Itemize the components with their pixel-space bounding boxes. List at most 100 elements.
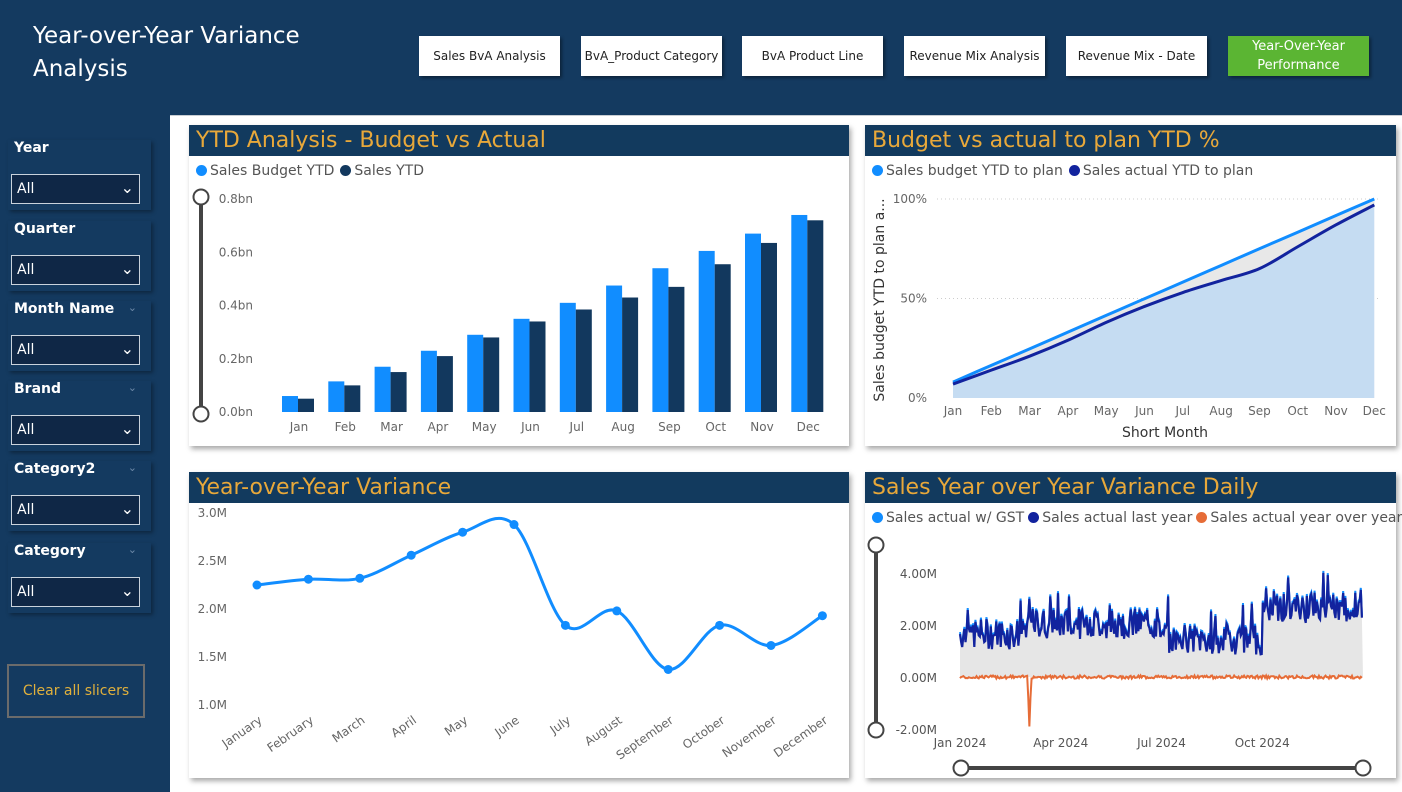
y-tick-label: 2.5M: [198, 554, 227, 568]
chevron-down-icon[interactable]: ⌄: [127, 381, 137, 394]
x-tick-label: Apr 2024: [1033, 736, 1088, 750]
bar-budget[interactable]: [513, 318, 530, 412]
data-point[interactable]: [458, 527, 468, 537]
data-point[interactable]: [715, 620, 725, 630]
data-point[interactable]: [252, 580, 262, 590]
x-tick-label: September: [614, 713, 676, 763]
x-tick-label: Mar: [380, 420, 403, 434]
bar-budget[interactable]: [652, 268, 669, 412]
bar-budget[interactable]: [374, 366, 391, 412]
chevron-down-icon[interactable]: ⌄: [127, 461, 137, 474]
bar-actual[interactable]: [622, 297, 639, 412]
slicer-dropdown[interactable]: All ⌄: [11, 335, 140, 365]
yoy-variance-line: [959, 673, 1363, 727]
x-tick-label: December: [771, 713, 830, 760]
data-point[interactable]: [303, 574, 313, 584]
x-tick-label: June: [491, 713, 521, 740]
budget-line: [952, 197, 1375, 384]
legend-item[interactable]: Sales budget YTD to plan: [872, 163, 1063, 179]
bar-budget[interactable]: [745, 233, 761, 412]
bar-actual[interactable]: [436, 356, 453, 412]
legend-item[interactable]: Sales YTD: [340, 163, 424, 179]
nav-bva-product-line-button[interactable]: BvA Product Line: [742, 36, 883, 76]
y-tick-label: 2.0M: [198, 602, 227, 616]
nav-revenue-mix-date-button[interactable]: Revenue Mix - Date: [1066, 36, 1207, 76]
x-tick-label: Oct 2024: [1235, 736, 1290, 750]
legend-dot-icon: [1028, 512, 1040, 523]
legend-item[interactable]: Sales actual w/ GST: [872, 510, 1024, 526]
y-tick-label: 100%: [893, 192, 927, 206]
data-point[interactable]: [817, 611, 827, 621]
data-point[interactable]: [663, 664, 673, 674]
bar-actual[interactable]: [390, 372, 407, 412]
slicer-value: All: [17, 584, 35, 600]
legend-item[interactable]: Sales actual year over year var: [1196, 510, 1402, 526]
legend-item[interactable]: Sales actual last year: [1028, 510, 1192, 526]
data-point[interactable]: [509, 520, 519, 530]
nav-yoy-performance-button[interactable]: Year-Over-Year Performance: [1228, 36, 1369, 76]
data-point[interactable]: [406, 550, 416, 560]
nav-sales-bva-button[interactable]: Sales BvA Analysis: [419, 36, 560, 76]
daily-line-chart: -2.00M 0.00M 2.00M 4.00M Jan 2024 Apr 2024 Jul…: [867, 536, 1372, 777]
bar-actual[interactable]: [807, 220, 824, 412]
bar-budget[interactable]: [328, 381, 345, 412]
y-tick-label: 2.00M: [900, 619, 937, 633]
chevron-down-icon[interactable]: ⌄: [127, 301, 137, 314]
chevron-down-icon[interactable]: ⌄: [127, 543, 137, 556]
y-tick-label: 0.00M: [900, 671, 937, 685]
y-tick-label: 0.2bn: [219, 352, 253, 366]
x-axis-slider-handle[interactable]: [952, 759, 970, 777]
y-tick-label: 1.0M: [198, 698, 227, 712]
y-axis-slider-handle[interactable]: [192, 405, 210, 423]
bar-budget[interactable]: [282, 396, 298, 412]
ytd-budget-vs-actual-panel: YTD Analysis - Budget vs Actual Sales Bu…: [189, 125, 849, 446]
slicer-quarter: Quarter All ⌄: [8, 221, 151, 291]
bar-actual[interactable]: [714, 264, 731, 412]
bar-actual[interactable]: [344, 385, 361, 412]
bar-budget[interactable]: [467, 334, 484, 412]
x-tick-label: May: [442, 713, 470, 739]
clear-all-slicers-button[interactable]: Clear all slicers: [7, 664, 145, 718]
bar-budget[interactable]: [420, 350, 437, 412]
slicer-dropdown[interactable]: All ⌄: [11, 255, 140, 285]
x-tick-label: Jan: [943, 404, 963, 418]
slicer-dropdown[interactable]: All ⌄: [11, 174, 140, 204]
slicer-value: All: [17, 422, 35, 438]
bar-budget[interactable]: [698, 250, 715, 412]
bar-actual[interactable]: [483, 337, 500, 412]
y-axis-slider-handle[interactable]: [192, 188, 210, 206]
nav-revenue-mix-analysis-button[interactable]: Revenue Mix Analysis: [904, 36, 1045, 76]
nav-bva-product-category-button[interactable]: BvA_Product Category: [581, 36, 722, 76]
data-point[interactable]: [766, 640, 776, 650]
bar-budget[interactable]: [606, 285, 623, 412]
yoy-variance-panel: Year-over-Year Variance 1.0M 1.5M 2.0M 2.5M…: [189, 472, 849, 778]
legend-dot-icon: [872, 512, 883, 523]
legend-dot-icon: [196, 165, 207, 176]
bar-budget[interactable]: [559, 302, 576, 412]
slicer-value: All: [17, 181, 35, 197]
legend-dot-icon: [1068, 165, 1080, 176]
slicer-value: All: [17, 342, 35, 358]
legend-item[interactable]: Sales actual YTD to plan: [1068, 163, 1253, 179]
bar-actual[interactable]: [575, 309, 592, 412]
x-tick-label: Dec: [1363, 404, 1386, 418]
slicer-dropdown[interactable]: All ⌄: [11, 415, 140, 445]
bar-actual[interactable]: [298, 398, 314, 412]
data-point[interactable]: [355, 573, 365, 583]
bar-actual[interactable]: [668, 286, 685, 412]
bar-actual[interactable]: [761, 242, 777, 412]
bar-actual[interactable]: [529, 321, 546, 412]
slicer-dropdown[interactable]: All ⌄: [11, 495, 140, 525]
x-axis-slider-handle[interactable]: [1354, 759, 1372, 777]
x-tick-label: Sep: [1248, 404, 1271, 418]
bar-budget[interactable]: [791, 214, 808, 412]
legend-item[interactable]: Sales Budget YTD: [196, 163, 334, 179]
legend-dot-icon: [1196, 512, 1208, 523]
x-tick-label: Jan 2024: [933, 736, 987, 750]
slicer-dropdown[interactable]: All ⌄: [11, 577, 140, 607]
x-tick-label: Jun: [520, 420, 540, 434]
y-axis-slider-handle[interactable]: [867, 536, 885, 554]
data-point[interactable]: [612, 606, 622, 616]
y-axis-slider-handle[interactable]: [867, 721, 885, 739]
data-point[interactable]: [560, 620, 570, 630]
